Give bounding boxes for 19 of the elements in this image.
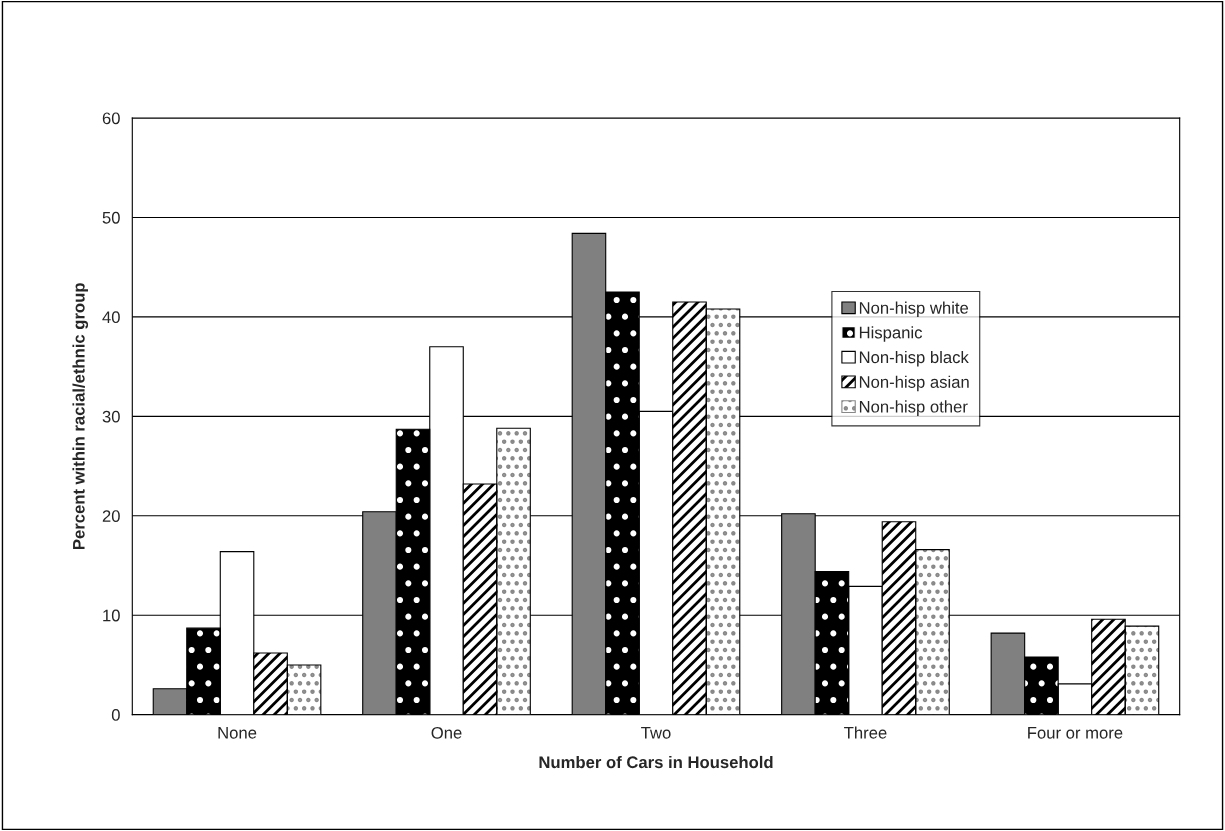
x-tick-label: None xyxy=(218,727,257,739)
y-tick-label: 10 xyxy=(103,609,120,622)
x-tick-label: One xyxy=(431,726,462,739)
legend-label: Hispanic xyxy=(859,326,923,342)
legend-label: Non-hisp white xyxy=(859,301,969,318)
y-tick-label: 60 xyxy=(102,112,120,125)
y-tick-label: 40 xyxy=(102,311,120,324)
x-tick-label: Two xyxy=(641,727,671,739)
y-tick-label: 20 xyxy=(102,510,120,522)
y-tick-label: 0 xyxy=(111,709,120,721)
y-tick-label: 50 xyxy=(102,211,120,224)
legend-label: Non-hisp asian xyxy=(859,375,969,392)
legend-label: Non-hisp other xyxy=(859,400,968,416)
x-tick-label: Four or more xyxy=(1028,727,1123,739)
y-axis-title: Percent within racial/ethnic group xyxy=(72,283,89,550)
legend-label: Non-hisp black xyxy=(859,350,969,367)
y-tick-label: 30 xyxy=(102,410,120,423)
x-axis-title: Number of Cars in Household xyxy=(539,755,773,769)
x-tick-label: Three xyxy=(844,726,887,739)
